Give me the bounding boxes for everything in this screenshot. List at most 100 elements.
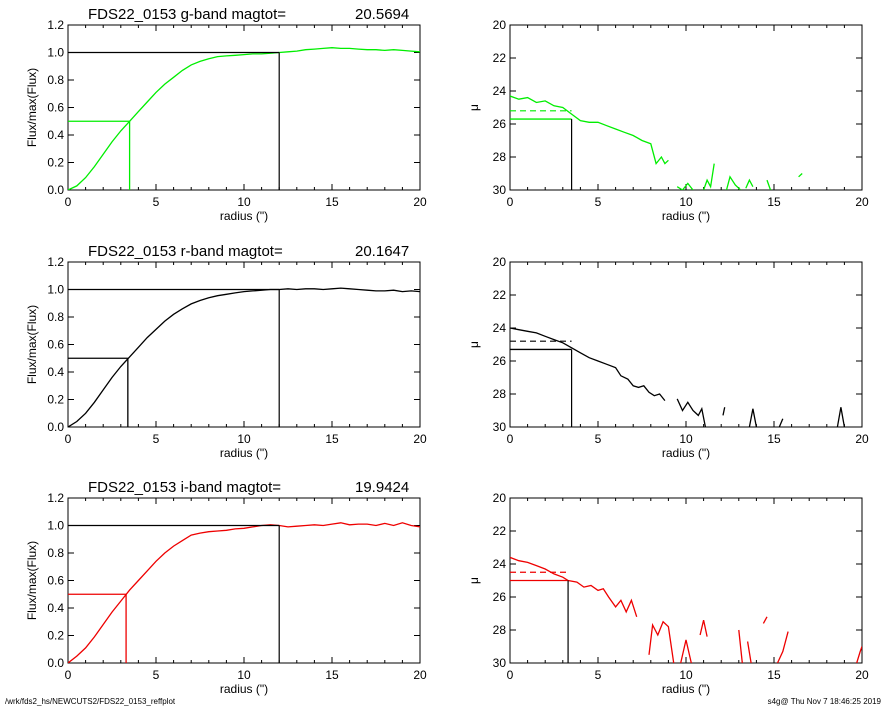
y-tick-label: 30 bbox=[493, 420, 507, 434]
profile-segment bbox=[510, 95, 669, 166]
x-tick-label: 20 bbox=[413, 195, 427, 209]
profile-segment bbox=[776, 631, 789, 663]
x-tick-label: 20 bbox=[413, 432, 427, 446]
plot-frame bbox=[67, 261, 421, 428]
y-axis-label: μ bbox=[467, 341, 481, 348]
y-tick-label: 0.2 bbox=[47, 629, 64, 643]
y-tick-label: 20 bbox=[493, 18, 507, 32]
x-tick-label: 20 bbox=[855, 668, 869, 682]
x-tick-label: 10 bbox=[679, 668, 693, 682]
chart-panel-r-surface-brightness: 0 5 10 15 20 20 22 24 26 28 30 radius (") μ bbox=[467, 255, 869, 460]
x-tick-label: 15 bbox=[767, 432, 781, 446]
chart-title: FDS22_0153 g-band magtot= bbox=[88, 6, 286, 23]
x-axis-label: radius (") bbox=[662, 209, 710, 223]
y-tick-label: 24 bbox=[493, 84, 507, 98]
profile-segment bbox=[510, 327, 666, 402]
profile-segment bbox=[778, 418, 784, 427]
y-tick-label: 0.4 bbox=[47, 128, 64, 142]
x-tick-label: 5 bbox=[595, 432, 602, 446]
x-tick-label: 10 bbox=[237, 432, 251, 446]
y-axis-label: μ bbox=[467, 577, 481, 584]
y-tick-label: 28 bbox=[493, 387, 507, 401]
profile-segment bbox=[746, 641, 752, 663]
x-tick-label: 15 bbox=[325, 432, 339, 446]
growth-curve-line bbox=[68, 47, 420, 190]
y-tick-label: 0.0 bbox=[47, 183, 64, 197]
y-axis-label: Flux/max(Flux) bbox=[25, 541, 39, 620]
x-tick-label: 5 bbox=[595, 668, 602, 682]
x-tick-label: 0 bbox=[65, 195, 72, 209]
x-tick-label: 15 bbox=[767, 195, 781, 209]
x-axis-label: radius (") bbox=[220, 209, 268, 223]
profile-segment bbox=[680, 639, 692, 663]
magtot-value: 19.9424 bbox=[355, 479, 409, 496]
chart-panel-i-growth-curve: 0 5 10 15 20 0.0 0.2 0.4 0.6 0.8 1.0 1.2 radius (") F… bbox=[25, 479, 427, 696]
profile-segment bbox=[676, 398, 707, 427]
y-axis-label: μ bbox=[467, 104, 481, 111]
magtot-value: 20.1647 bbox=[355, 243, 409, 260]
y-tick-label: 0.8 bbox=[47, 546, 64, 560]
plot-area bbox=[510, 556, 862, 663]
x-tick-label: 5 bbox=[595, 195, 602, 209]
plot-frame bbox=[67, 497, 421, 664]
y-tick-label: 1.2 bbox=[47, 255, 64, 269]
y-tick-label: 26 bbox=[493, 354, 507, 368]
profile-segment bbox=[699, 619, 708, 637]
x-tick-label: 0 bbox=[507, 668, 514, 682]
x-axis-label: radius (") bbox=[662, 446, 710, 460]
y-tick-label: 20 bbox=[493, 255, 507, 269]
profile-segment bbox=[762, 616, 768, 624]
y-tick-label: 0.4 bbox=[47, 601, 64, 615]
x-tick-label: 15 bbox=[325, 195, 339, 209]
x-tick-label: 5 bbox=[153, 195, 160, 209]
x-tick-label: 5 bbox=[153, 668, 160, 682]
x-tick-label: 20 bbox=[855, 432, 869, 446]
y-tick-label: 0.0 bbox=[47, 656, 64, 670]
profile-segment bbox=[748, 408, 758, 427]
x-tick-label: 15 bbox=[325, 668, 339, 682]
profile-segment bbox=[836, 407, 846, 427]
x-tick-label: 20 bbox=[855, 195, 869, 209]
y-tick-label: 0.2 bbox=[47, 393, 64, 407]
magtot-value: 20.5694 bbox=[355, 6, 409, 23]
growth-curve-line bbox=[68, 287, 420, 427]
profile-segment bbox=[798, 173, 803, 178]
y-tick-label: 26 bbox=[493, 117, 507, 131]
y-axis-label: Flux/max(Flux) bbox=[25, 305, 39, 384]
chart-title: FDS22_0153 r-band magtot= bbox=[88, 243, 283, 260]
y-tick-label: 0.4 bbox=[47, 365, 64, 379]
y-tick-label: 1.0 bbox=[47, 46, 64, 60]
profile-segment bbox=[702, 163, 715, 190]
y-tick-label: 0.6 bbox=[47, 338, 64, 352]
y-tick-label: 1.2 bbox=[47, 491, 64, 505]
y-tick-label: 22 bbox=[493, 524, 507, 538]
timestamp-label: s4g@ Thu Nov 7 18:46:25 2019 bbox=[767, 697, 881, 706]
y-tick-label: 0.8 bbox=[47, 73, 64, 87]
x-tick-label: 0 bbox=[65, 668, 72, 682]
profile-segment bbox=[745, 178, 754, 189]
x-tick-label: 5 bbox=[153, 432, 160, 446]
plot-frame bbox=[509, 261, 863, 428]
y-tick-label: 1.2 bbox=[47, 18, 64, 32]
x-tick-label: 15 bbox=[767, 668, 781, 682]
profile-segment bbox=[766, 179, 772, 190]
chart-panel-g-surface-brightness: 0 5 10 15 20 20 22 24 26 28 30 radius (") μ bbox=[467, 18, 869, 223]
chart-panel-r-growth-curve: 0 5 10 15 20 0.0 0.2 0.4 0.6 0.8 1.0 1.2 radius (") F… bbox=[25, 243, 427, 460]
y-tick-label: 28 bbox=[493, 150, 507, 164]
profile-segment bbox=[856, 646, 862, 663]
y-tick-label: 28 bbox=[493, 623, 507, 637]
y-tick-label: 0.0 bbox=[47, 420, 64, 434]
plot-area bbox=[510, 327, 846, 427]
chart-panel-i-surface-brightness: 0 5 10 15 20 20 22 24 26 28 30 radius (") μ bbox=[467, 491, 869, 696]
x-axis-label: radius (") bbox=[662, 682, 710, 696]
chart-panel-g-growth-curve: 0 5 10 15 20 0.0 0.2 0.4 0.6 0.8 1.0 1.2 radius (") F… bbox=[25, 6, 427, 223]
y-tick-label: 30 bbox=[493, 183, 507, 197]
y-axis-label: Flux/max(Flux) bbox=[25, 68, 39, 147]
profile-segment bbox=[725, 175, 742, 190]
profile-segment bbox=[676, 182, 694, 190]
profile-segment bbox=[722, 407, 726, 416]
x-tick-label: 0 bbox=[507, 195, 514, 209]
plot-area bbox=[68, 47, 420, 190]
x-axis-label: radius (") bbox=[220, 682, 268, 696]
